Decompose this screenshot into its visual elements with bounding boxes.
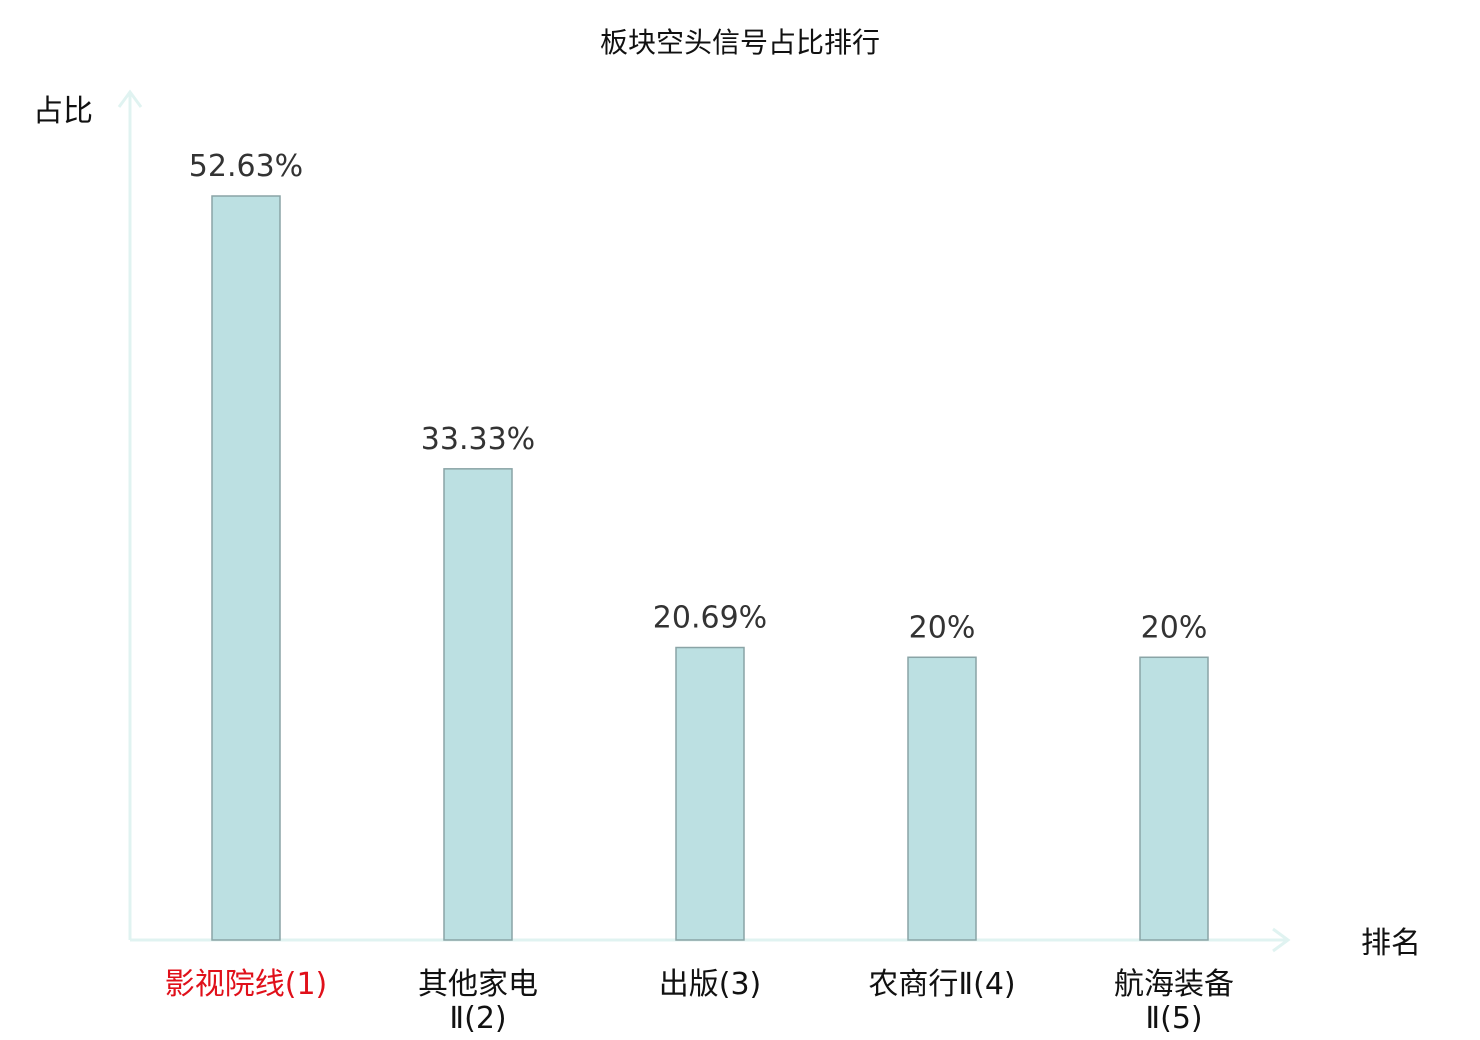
y-axis [117, 89, 143, 940]
category-label: 出版(3) [659, 967, 762, 1002]
data-label: 33.33% [421, 422, 535, 457]
category-label: 其他家电 Ⅱ(2) [418, 967, 538, 1036]
bar [1139, 656, 1209, 941]
data-labels: 52.63% 33.33% 20.69% 20% 20% [189, 149, 1208, 645]
chart-title: 板块空头信号占比排行 [600, 26, 880, 59]
x-axis-label: 排名 [1361, 926, 1421, 961]
category-label: 航海装备 Ⅱ(5) [1114, 967, 1234, 1036]
category-label: 农商行Ⅱ(4) [868, 967, 1015, 1002]
data-label: 20% [909, 610, 976, 645]
data-label: 20.69% [653, 601, 767, 636]
bar [443, 468, 513, 941]
y-axis-label: 占比 [33, 94, 93, 129]
category-label: 影视院线(1) [165, 967, 328, 1002]
bar [211, 195, 281, 941]
bar [675, 646, 745, 941]
data-label: 52.63% [189, 149, 303, 184]
data-label: 20% [1141, 610, 1208, 645]
bar [907, 656, 977, 941]
bar-series [211, 195, 1209, 941]
category-labels: 影视院线(1) 其他家电 Ⅱ(2) 出版(3) 农商行Ⅱ(4) 航海装备 Ⅱ(5) [165, 967, 1234, 1036]
